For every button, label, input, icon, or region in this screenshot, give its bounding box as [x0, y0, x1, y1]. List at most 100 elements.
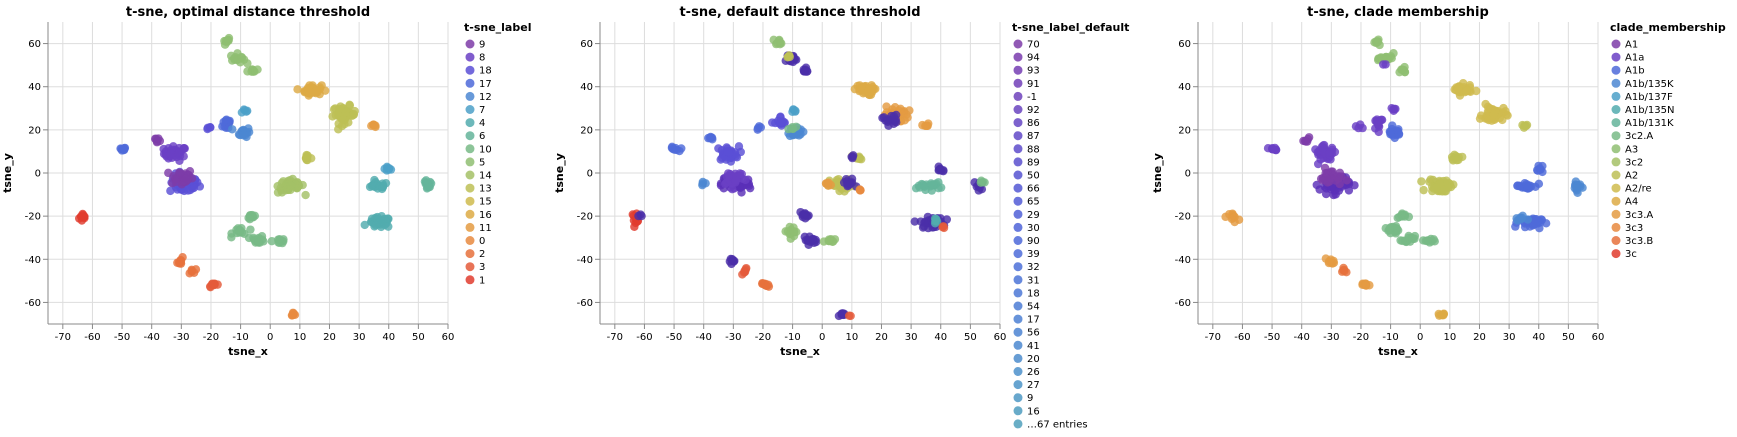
scatter-point: [1439, 309, 1449, 319]
legend-swatch: [1013, 78, 1023, 88]
scatter-point: [336, 102, 345, 111]
scatter-point: [253, 65, 262, 74]
scatter-point: [1270, 145, 1280, 154]
legend-swatch: [1013, 105, 1023, 114]
scatter-point: [910, 217, 919, 226]
legend-label: 6: [479, 131, 485, 142]
legend-label: 89: [1027, 157, 1040, 168]
scatter-point: [932, 217, 942, 226]
legend-swatch: [1611, 39, 1621, 49]
scatter-point: [1458, 79, 1468, 88]
scatter-point: [776, 118, 786, 127]
scatter-point: [887, 111, 896, 121]
scatter-point: [731, 176, 741, 185]
scatter-point: [728, 184, 737, 194]
scatter-point: [1458, 152, 1467, 162]
legend-swatch: [1013, 183, 1023, 193]
x-tick-label: 10: [293, 332, 306, 343]
scatter-point: [331, 111, 341, 120]
legend-swatch: [1013, 144, 1023, 154]
scatter-point: [855, 186, 865, 195]
legend-label: 17: [479, 79, 492, 90]
scatter-point: [1533, 165, 1542, 175]
legend-swatch: [1013, 157, 1023, 167]
scatter-point: [637, 211, 646, 221]
chart-panel-2: -70 -60 -50 -40 -30 -20 -10 0 10 20 30 40 50 60-60-40…: [553, 5, 1129, 430]
legend-label: A1b: [1625, 66, 1645, 77]
legend-label: A1b/137F: [1625, 92, 1673, 103]
x-tick-label: 10: [1443, 332, 1456, 343]
scatter-point: [174, 258, 184, 267]
y-axis-title: tsne_y: [1151, 153, 1164, 193]
x-tick-label: 40: [934, 332, 947, 343]
scatter-point: [1484, 115, 1493, 125]
legend-swatch: [465, 222, 475, 232]
scatter-point: [1475, 114, 1485, 123]
legend-label: 9: [479, 40, 485, 51]
scatter-point: [939, 223, 949, 233]
scatter-point: [303, 151, 312, 160]
legend-swatch: [1013, 196, 1023, 206]
scatter-point: [288, 308, 298, 317]
x-tick-label: -50: [666, 332, 682, 343]
scatter-point: [903, 113, 912, 122]
x-tick-label: -60: [1234, 332, 1250, 343]
legend-label: 27: [1027, 380, 1040, 391]
x-axis-title: tsne_x: [228, 345, 268, 358]
scatter-point: [360, 220, 369, 230]
scatter-point: [1324, 257, 1334, 266]
scatter-point: [772, 38, 782, 48]
y-tick-label: 40: [580, 82, 593, 93]
legend-swatch: [1013, 340, 1023, 350]
legend-label: 3c3.A: [1625, 210, 1653, 221]
legend-swatch: [1013, 393, 1023, 403]
scatter-point: [1432, 183, 1441, 192]
legend-label: 91: [1027, 79, 1040, 90]
legend-label: 3: [479, 262, 485, 273]
legend-swatch: [1013, 419, 1023, 429]
legend-swatch: [1013, 209, 1023, 219]
scatter-points: [628, 35, 989, 321]
scatter-point: [237, 52, 246, 62]
scatter-point: [1313, 159, 1323, 169]
legend-label: 20: [1027, 354, 1040, 365]
scatter-point: [349, 109, 359, 119]
legend-title: t-sne_label_default: [1012, 21, 1129, 34]
scatter-point: [764, 280, 773, 290]
scatter-point: [756, 123, 766, 132]
legend-label: 86: [1027, 118, 1040, 129]
scatter-point: [1315, 185, 1324, 194]
scatter-point: [246, 225, 255, 234]
scatter-point: [1263, 144, 1273, 153]
scatter-point: [1419, 185, 1428, 195]
legend-swatch: [1013, 301, 1023, 311]
x-tick-label: 60: [1592, 332, 1605, 343]
scatter-point: [1385, 225, 1394, 235]
x-tick-label: -70: [607, 332, 623, 343]
x-tick-label: 0: [267, 332, 273, 343]
scatter-point: [791, 122, 801, 131]
scatter-point: [767, 118, 777, 127]
legend-label: -1: [1027, 92, 1037, 103]
scatter-point: [1417, 177, 1426, 186]
x-tick-label: 0: [819, 332, 825, 343]
legend-label: 0: [479, 236, 485, 247]
legend-label: 50: [1027, 171, 1040, 182]
y-tick-label: -20: [25, 212, 41, 223]
legend-swatch: [1013, 65, 1023, 75]
legend-swatch: [1013, 170, 1023, 180]
legend-swatch: [1611, 144, 1621, 154]
legend-swatch: [1611, 52, 1621, 62]
legend-swatch: [1013, 380, 1023, 390]
x-tick-label: 20: [1473, 332, 1486, 343]
legend-label: 9: [1027, 393, 1033, 404]
legend-swatch: [1611, 131, 1621, 141]
legend-label: 93: [1027, 66, 1040, 77]
scatter-point: [301, 190, 310, 200]
scatter-point: [668, 144, 678, 154]
legend-swatch: [1013, 367, 1023, 376]
scatter-point: [254, 237, 263, 247]
legend-swatch: [1013, 131, 1023, 141]
y-tick-label: 0: [35, 169, 41, 180]
x-tick-label: -50: [1264, 332, 1280, 343]
